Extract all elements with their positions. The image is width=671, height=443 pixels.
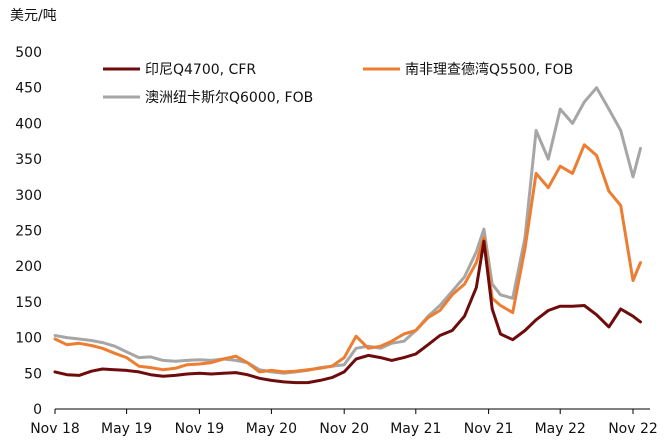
legend: 印尼Q4700, CFR 南非理查德湾Q5500, FOB 澳洲纽卡斯尔Q6000,… [103,61,573,106]
y-tick-label: 150 [15,295,42,311]
x-tick-label: May 21 [390,421,441,437]
x-tick-label: Nov 20 [319,421,369,437]
y-unit-label: 美元/吨 [10,8,57,24]
x-tick-label: Nov 21 [464,421,514,437]
y-tick-label: 50 [24,366,42,382]
y-tick-label: 250 [15,224,42,240]
y-tick-label: 450 [15,81,42,97]
x-tick-label: Nov 22 [608,421,658,437]
x-tick-label: May 20 [246,421,297,437]
y-tick-label: 350 [15,152,42,168]
x-tick-label: May 22 [535,421,586,437]
y-tick-label: 500 [15,45,42,61]
legend-label: 澳洲纽卡斯尔Q6000, FOB [145,90,313,106]
y-tick-label: 0 [33,402,42,418]
x-axis: Nov 18 May 19 Nov 19 May 20 Nov 20 May 21 Nov … [30,408,658,437]
series-line [53,143,642,374]
x-tick-label: May 19 [101,421,152,437]
series-layer [53,86,642,385]
y-tick-label: 100 [15,331,42,347]
y-tick-label: 400 [15,116,42,132]
y-tick-label: 300 [15,188,42,204]
series-line [53,86,642,375]
x-tick-label: Nov 19 [175,421,225,437]
legend-label: 南非理查德湾Q5500, FOB [405,61,573,78]
x-tick-label: Nov 18 [30,421,80,437]
series-line [53,239,642,385]
y-axis: 0 50 100 150 200 250 300 350 400 450 500 [15,45,42,418]
y-tick-label: 200 [15,259,42,275]
legend-label: 印尼Q4700, CFR [145,62,256,78]
